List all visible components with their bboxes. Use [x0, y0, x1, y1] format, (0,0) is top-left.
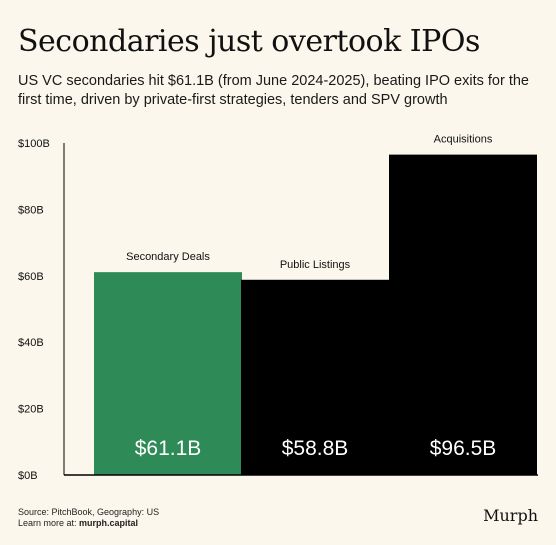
y-tick-label: $80B	[18, 204, 44, 216]
learn-more: Learn more at: murph.capital	[18, 518, 159, 529]
footer: Source: PitchBook, Geography: US Learn m…	[18, 507, 159, 529]
y-tick-label: $0B	[18, 470, 38, 482]
bar	[94, 272, 242, 475]
bar-category-label: Acquisitions	[434, 134, 493, 146]
learn-more-link[interactable]: murph.capital	[79, 518, 139, 528]
bar	[241, 279, 389, 475]
brand-logo: Murph	[483, 506, 538, 525]
bar	[389, 154, 537, 475]
bar-category-label: Public Listings	[280, 259, 351, 271]
bar-value-label: $58.8B	[282, 437, 349, 460]
chart-title: Secondaries just overtook IPOs	[18, 24, 480, 59]
y-tick-label: $20B	[18, 404, 44, 416]
bar-value-label: $61.1B	[135, 437, 202, 460]
source-note: Source: PitchBook, Geography: US	[18, 507, 160, 517]
chart-subtitle: US VC secondaries hit $61.1B (from June …	[18, 73, 529, 108]
y-tick-label: $60B	[18, 271, 44, 283]
bar-category-label: Secondary Deals	[126, 251, 210, 263]
y-tick-label: $100B	[18, 138, 50, 150]
y-tick-label: $40B	[18, 337, 44, 349]
bar-value-label: $96.5B	[430, 437, 497, 460]
learn-more-prefix: Learn more at:	[18, 518, 80, 528]
